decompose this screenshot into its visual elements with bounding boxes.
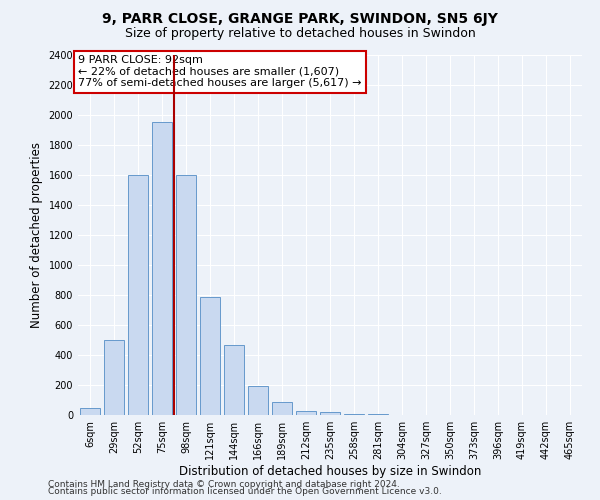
Bar bbox=[80, 408, 100, 415]
Bar bbox=[320, 412, 340, 415]
Bar bbox=[344, 414, 364, 415]
X-axis label: Distribution of detached houses by size in Swindon: Distribution of detached houses by size … bbox=[179, 465, 481, 478]
Bar bbox=[224, 344, 244, 415]
Bar bbox=[104, 340, 124, 415]
Bar bbox=[200, 296, 220, 415]
Text: Contains public sector information licensed under the Open Government Licence v3: Contains public sector information licen… bbox=[48, 488, 442, 496]
Bar bbox=[296, 410, 316, 415]
Bar bbox=[152, 122, 172, 415]
Text: Contains HM Land Registry data © Crown copyright and database right 2024.: Contains HM Land Registry data © Crown c… bbox=[48, 480, 400, 489]
Y-axis label: Number of detached properties: Number of detached properties bbox=[30, 142, 43, 328]
Bar bbox=[248, 386, 268, 415]
Text: 9 PARR CLOSE: 92sqm
← 22% of detached houses are smaller (1,607)
77% of semi-det: 9 PARR CLOSE: 92sqm ← 22% of detached ho… bbox=[78, 55, 361, 88]
Bar bbox=[368, 414, 388, 415]
Text: Size of property relative to detached houses in Swindon: Size of property relative to detached ho… bbox=[125, 28, 475, 40]
Bar bbox=[272, 402, 292, 415]
Text: 9, PARR CLOSE, GRANGE PARK, SWINDON, SN5 6JY: 9, PARR CLOSE, GRANGE PARK, SWINDON, SN5… bbox=[102, 12, 498, 26]
Bar bbox=[128, 175, 148, 415]
Bar bbox=[176, 175, 196, 415]
